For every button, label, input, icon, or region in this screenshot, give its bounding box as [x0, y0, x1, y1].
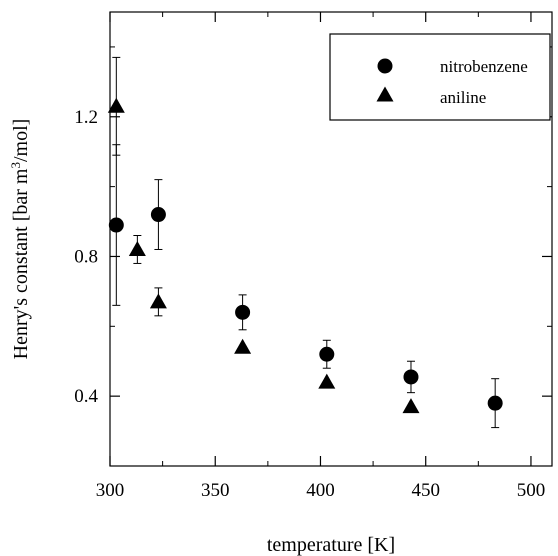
x-tick-label: 500 — [517, 480, 546, 501]
y-axis-label-end: /mol] — [10, 119, 32, 162]
point-nitrobenzene — [319, 346, 335, 362]
x-tick-label: 450 — [411, 480, 440, 501]
ticks-layer: 300 350 400 450 500 0.4 0.8 1.2 — [74, 12, 552, 501]
legend-marker-nitrobenzene — [377, 58, 393, 74]
point-aniline — [128, 240, 146, 256]
y-tick-label: 0.8 — [74, 246, 98, 267]
plot-frame — [109, 11, 553, 467]
point-nitrobenzene — [487, 395, 503, 411]
legend-label-aniline: aniline — [440, 88, 486, 107]
x-axis-label: temperature [K] — [267, 534, 395, 556]
marks-layer — [107, 56, 503, 429]
point-aniline — [318, 373, 336, 389]
y-axis-label: Henry's constant [bar m3/mol] — [8, 119, 32, 360]
point-aniline — [402, 398, 420, 414]
y-axis-label-sup: 3 — [8, 162, 23, 169]
point-aniline — [107, 97, 125, 113]
x-tick-label: 400 — [306, 480, 335, 501]
x-tick-label: 350 — [201, 480, 230, 501]
y-axis-label-main: Henry's constant [bar m — [10, 168, 32, 359]
y-tick-label: 1.2 — [74, 107, 98, 128]
point-nitrobenzene — [403, 369, 419, 385]
legend-box — [329, 33, 551, 121]
legend-marker-aniline — [376, 86, 394, 102]
x-tick-label: 300 — [96, 480, 125, 501]
point-aniline — [234, 338, 252, 354]
legend: nitrobenzene aniline — [329, 33, 551, 121]
point-nitrobenzene — [150, 207, 166, 223]
point-nitrobenzene — [235, 304, 251, 320]
legend-label-nitrobenzene: nitrobenzene — [440, 57, 528, 76]
point-aniline — [149, 293, 167, 309]
point-nitrobenzene — [108, 217, 124, 233]
y-tick-label: 0.4 — [74, 386, 98, 407]
